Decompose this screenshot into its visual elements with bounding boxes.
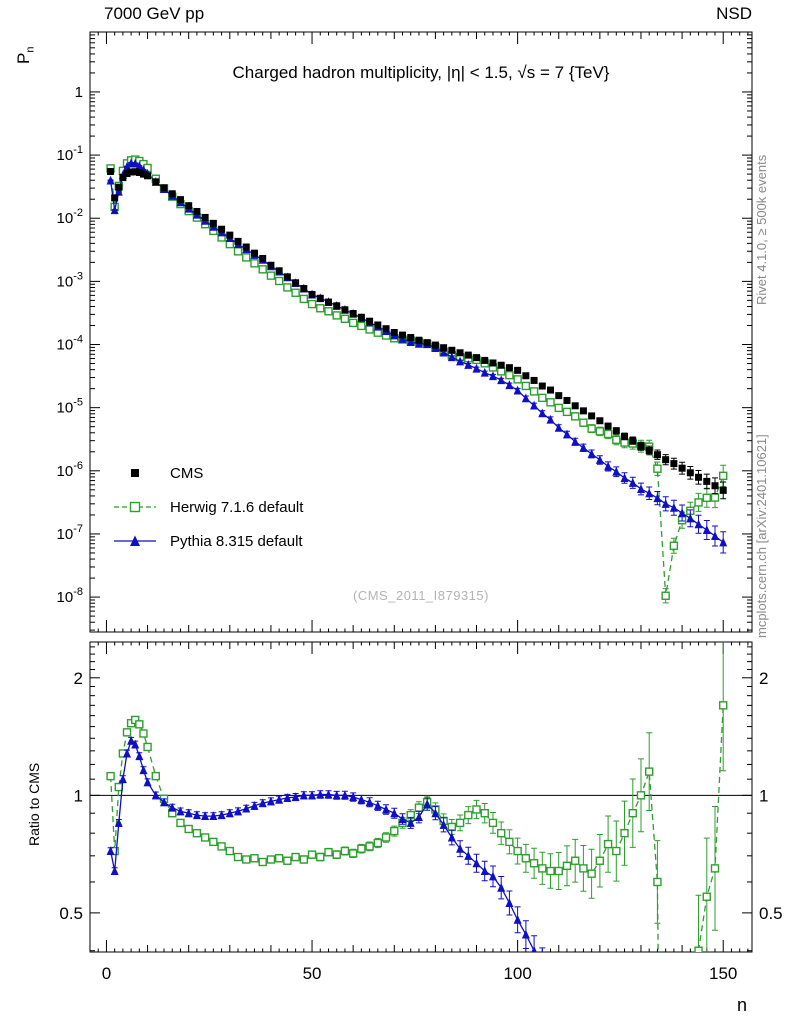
svg-text:1: 1 bbox=[759, 786, 768, 805]
svg-text:10-2: 10-2 bbox=[57, 207, 83, 227]
svg-text:50: 50 bbox=[303, 964, 322, 983]
svg-text:10-6: 10-6 bbox=[57, 460, 83, 480]
legend-label-herwig: Herwig 7.1.6 default bbox=[170, 498, 304, 516]
svg-text:1: 1 bbox=[74, 786, 83, 805]
analysis-id-watermark: (CMS_2011_I879315) bbox=[353, 588, 489, 603]
mcplots-reference-note: mcplots.cern.ch [arXiv:2401.10621] bbox=[754, 434, 769, 638]
herwig-line-icon bbox=[114, 501, 156, 513]
plot-title: Charged hadron multiplicity, |η| < 1.5, … bbox=[232, 63, 610, 82]
svg-text:2: 2 bbox=[759, 669, 768, 688]
legend: CMS Herwig 7.1.6 default Pythia 8.315 de… bbox=[112, 456, 303, 558]
cms-series-main bbox=[107, 167, 727, 500]
pythia-series-ratio bbox=[106, 735, 546, 952]
svg-text:10-4: 10-4 bbox=[57, 334, 83, 354]
legend-label-pythia: Pythia 8.315 default bbox=[170, 532, 303, 550]
y-axis-label-ratio: Ratio to CMS bbox=[26, 762, 42, 846]
y-axis-label-main-symbol: P bbox=[14, 52, 33, 64]
svg-text:150: 150 bbox=[709, 964, 737, 983]
rivet-version-note: Rivet 4.1.0, ≥ 500k events bbox=[754, 154, 769, 305]
pythia-line-icon bbox=[114, 535, 156, 546]
svg-text:10-7: 10-7 bbox=[57, 523, 83, 543]
legend-label-cms: CMS bbox=[170, 464, 204, 482]
process-class-label: NSD bbox=[716, 4, 752, 23]
svg-text:0.5: 0.5 bbox=[759, 904, 783, 923]
x-axis-label: n bbox=[737, 995, 748, 1015]
beam-energy-label: 7000 GeV pp bbox=[104, 4, 205, 23]
svg-text:10-3: 10-3 bbox=[57, 270, 83, 290]
axes bbox=[89, 31, 753, 953]
herwig-series-ratio bbox=[106, 642, 728, 952]
legend-item-herwig: Herwig 7.1.6 default bbox=[112, 490, 303, 524]
svg-text:10-8: 10-8 bbox=[57, 586, 83, 606]
svg-text:10-1: 10-1 bbox=[57, 144, 83, 164]
svg-text:10-5: 10-5 bbox=[57, 397, 83, 417]
tick-labels: 0 50 100 150110-110-210-310-410-510-610-710… bbox=[57, 84, 783, 983]
legend-item-cms: CMS bbox=[112, 456, 303, 490]
svg-text:100: 100 bbox=[503, 964, 531, 983]
legend-item-pythia: Pythia 8.315 default bbox=[112, 524, 303, 558]
cms-marker-icon bbox=[131, 469, 139, 477]
svg-text:0.5: 0.5 bbox=[59, 904, 83, 923]
svg-text:2: 2 bbox=[74, 669, 83, 688]
y-axis-label-main-subscript: n bbox=[24, 46, 37, 53]
svg-text:0: 0 bbox=[102, 964, 111, 983]
y-axis-label-main: Pn bbox=[14, 47, 36, 64]
svg-text:1: 1 bbox=[75, 84, 83, 101]
